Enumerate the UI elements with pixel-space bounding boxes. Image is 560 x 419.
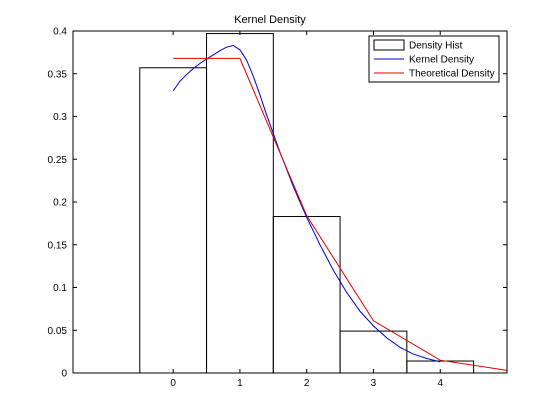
x-tick-label-0: 0 bbox=[170, 378, 176, 389]
chart-title: Kernel Density bbox=[234, 14, 306, 26]
legend-label-kernel-density: Kernel Density bbox=[409, 55, 474, 66]
legend-swatch-density-hist bbox=[373, 39, 405, 51]
x-tick-label-3: 3 bbox=[371, 378, 377, 389]
legend-label-theoretical-density: Theoretical Density bbox=[409, 69, 495, 80]
legend-label-density-hist: Density Hist bbox=[409, 41, 463, 52]
hist-bar-1 bbox=[206, 33, 274, 374]
series-line-theoretical-density bbox=[173, 57, 508, 371]
y-tick-label-4: 0.2 bbox=[53, 198, 67, 209]
y-tick-label-7: 0.35 bbox=[48, 69, 68, 80]
y-tick-label-5: 0.25 bbox=[48, 155, 68, 166]
histogram-layer bbox=[139, 33, 475, 374]
x-tick-label-4: 4 bbox=[437, 378, 443, 389]
x-tick-label-2: 2 bbox=[304, 378, 310, 389]
y-tick-label-1: 0.05 bbox=[48, 326, 68, 337]
y-tick-label-8: 0.4 bbox=[53, 27, 67, 38]
hist-bar-2 bbox=[272, 216, 341, 374]
legend: Density Hist Kernel Density Theoretical De… bbox=[368, 35, 500, 83]
y-tick-label-2: 0.1 bbox=[53, 283, 67, 294]
y-tick-label-6: 0.3 bbox=[53, 112, 67, 123]
x-tick-label-1: 1 bbox=[237, 378, 243, 389]
y-tick-label-3: 0.15 bbox=[48, 240, 68, 251]
hist-bar-0 bbox=[139, 67, 208, 374]
hist-bar-3 bbox=[339, 330, 408, 374]
series-line-kernel-density bbox=[172, 44, 441, 363]
axis-ticks-layer: 0 0.05 0.1 0.15 0.2 0.25 0.3 0.35 0.4 0 1 2 3 4 bbox=[48, 27, 507, 389]
y-tick-label-0: 0 bbox=[61, 369, 67, 380]
density-lines-layer bbox=[172, 44, 508, 371]
